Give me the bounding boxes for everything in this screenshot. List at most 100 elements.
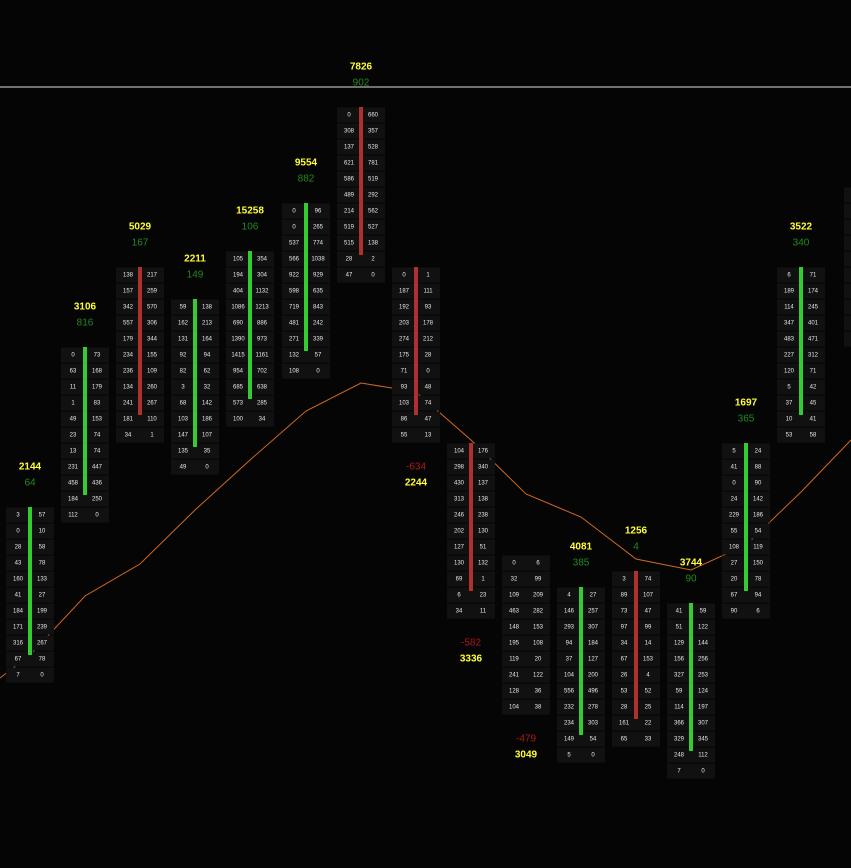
- bid-volume: 28: [346, 257, 353, 263]
- cell-bg: [844, 251, 851, 267]
- bid-volume: 73: [621, 609, 628, 615]
- ask-volume: 99: [535, 577, 542, 583]
- bid-volume: 160: [13, 577, 24, 583]
- bid-volume: 556: [564, 689, 575, 695]
- bid-volume: 130: [454, 561, 465, 567]
- column-volume: 3049: [515, 750, 538, 761]
- ask-volume: 138: [368, 241, 379, 247]
- column-delta: 385: [573, 558, 590, 569]
- bid-volume: 236: [123, 369, 134, 375]
- bid-volume: 483: [784, 337, 795, 343]
- ask-volume: 138: [202, 305, 213, 311]
- bid-volume: 92: [180, 353, 187, 359]
- column-volume: 1697: [735, 398, 758, 409]
- bid-volume: 67: [621, 657, 628, 663]
- ask-volume: 41: [810, 417, 817, 423]
- ask-volume: 2: [371, 257, 375, 263]
- bid-volume: 3: [181, 385, 185, 391]
- bid-volume: 3: [16, 513, 20, 519]
- ask-volume: 1: [481, 577, 485, 583]
- cell-bg: [502, 651, 550, 667]
- ask-volume: 73: [94, 353, 101, 359]
- cell-bg: [777, 427, 825, 443]
- bid-volume: 192: [399, 305, 410, 311]
- cell-bg: [557, 747, 605, 763]
- candle-body: [744, 443, 748, 591]
- ask-volume: 10: [39, 529, 46, 535]
- ask-volume: 96: [315, 209, 322, 215]
- bid-volume: 0: [292, 225, 296, 231]
- ask-volume: 345: [698, 737, 709, 743]
- ask-volume: 197: [698, 705, 709, 711]
- bid-volume: 0: [16, 529, 20, 535]
- bid-volume: 954: [233, 369, 244, 375]
- ask-volume: 1132: [256, 289, 270, 295]
- bid-volume: 202: [454, 529, 465, 535]
- bid-volume: 194: [233, 273, 244, 279]
- column-delta: 90: [685, 574, 697, 585]
- ask-volume: 153: [533, 625, 544, 631]
- ask-volume: 124: [698, 689, 709, 695]
- bid-volume: 119: [509, 657, 519, 663]
- ask-volume: 186: [753, 513, 764, 519]
- ask-volume: 0: [205, 465, 209, 471]
- ask-volume: 35: [204, 449, 211, 455]
- candle-body: [469, 443, 473, 591]
- ask-volume: 1161: [256, 353, 270, 359]
- ask-volume: 0: [371, 273, 375, 279]
- bid-volume: 566: [289, 257, 300, 263]
- bid-volume: 519: [344, 225, 355, 231]
- ask-volume: 58: [810, 433, 817, 439]
- ask-volume: 130: [478, 529, 489, 535]
- cell-bg: [502, 635, 550, 651]
- ask-volume: 239: [37, 625, 48, 631]
- ask-volume: 1: [426, 273, 430, 279]
- ask-volume: 209: [533, 593, 544, 599]
- ask-volume: 88: [755, 465, 762, 471]
- bid-volume: 55: [401, 433, 408, 439]
- bid-volume: 13: [70, 449, 77, 455]
- bid-volume: 93: [401, 385, 408, 391]
- column-delta: -582: [461, 638, 481, 649]
- bid-volume: 621: [344, 161, 355, 167]
- column-volume: 15258: [236, 206, 264, 217]
- column-delta: 902: [353, 78, 370, 89]
- ask-volume: 25: [645, 705, 652, 711]
- ask-volume: 24: [755, 449, 762, 455]
- ask-volume: 11: [480, 609, 487, 615]
- bid-volume: 146: [564, 609, 575, 615]
- bid-volume: 34: [621, 641, 628, 647]
- bid-volume: 59: [676, 689, 683, 695]
- cell-bg: [612, 715, 660, 731]
- bid-volume: 120: [784, 369, 795, 375]
- bid-volume: 161: [619, 721, 630, 727]
- bid-volume: 103: [399, 401, 410, 407]
- bid-volume: 103: [178, 417, 189, 423]
- column-delta: 149: [187, 270, 204, 281]
- cell-bg: [844, 283, 851, 299]
- cell-bg: [502, 699, 550, 715]
- cell-bg: [6, 651, 54, 667]
- ask-volume: 99: [645, 625, 652, 631]
- ask-volume: 312: [808, 353, 819, 359]
- ask-volume: 58: [39, 545, 46, 551]
- bid-volume: 131: [178, 337, 189, 343]
- bid-volume: 97: [621, 625, 628, 631]
- bid-volume: 135: [178, 449, 189, 455]
- bid-volume: 147: [178, 433, 189, 439]
- ask-volume: 0: [426, 369, 430, 375]
- bid-volume: 41: [676, 609, 683, 615]
- ask-volume: 74: [94, 449, 101, 455]
- bid-volume: 184: [68, 497, 79, 503]
- cell-bg: [392, 411, 440, 427]
- bid-volume: 0: [512, 561, 516, 567]
- column-volume: 1256: [625, 526, 648, 537]
- column-volume: 5029: [129, 222, 152, 233]
- bid-volume: 189: [784, 289, 795, 295]
- bid-volume: 28: [621, 705, 628, 711]
- ask-volume: 36: [535, 689, 542, 695]
- bid-volume: 67: [731, 593, 738, 599]
- cell-bg: [282, 363, 330, 379]
- bid-volume: 32: [511, 577, 518, 583]
